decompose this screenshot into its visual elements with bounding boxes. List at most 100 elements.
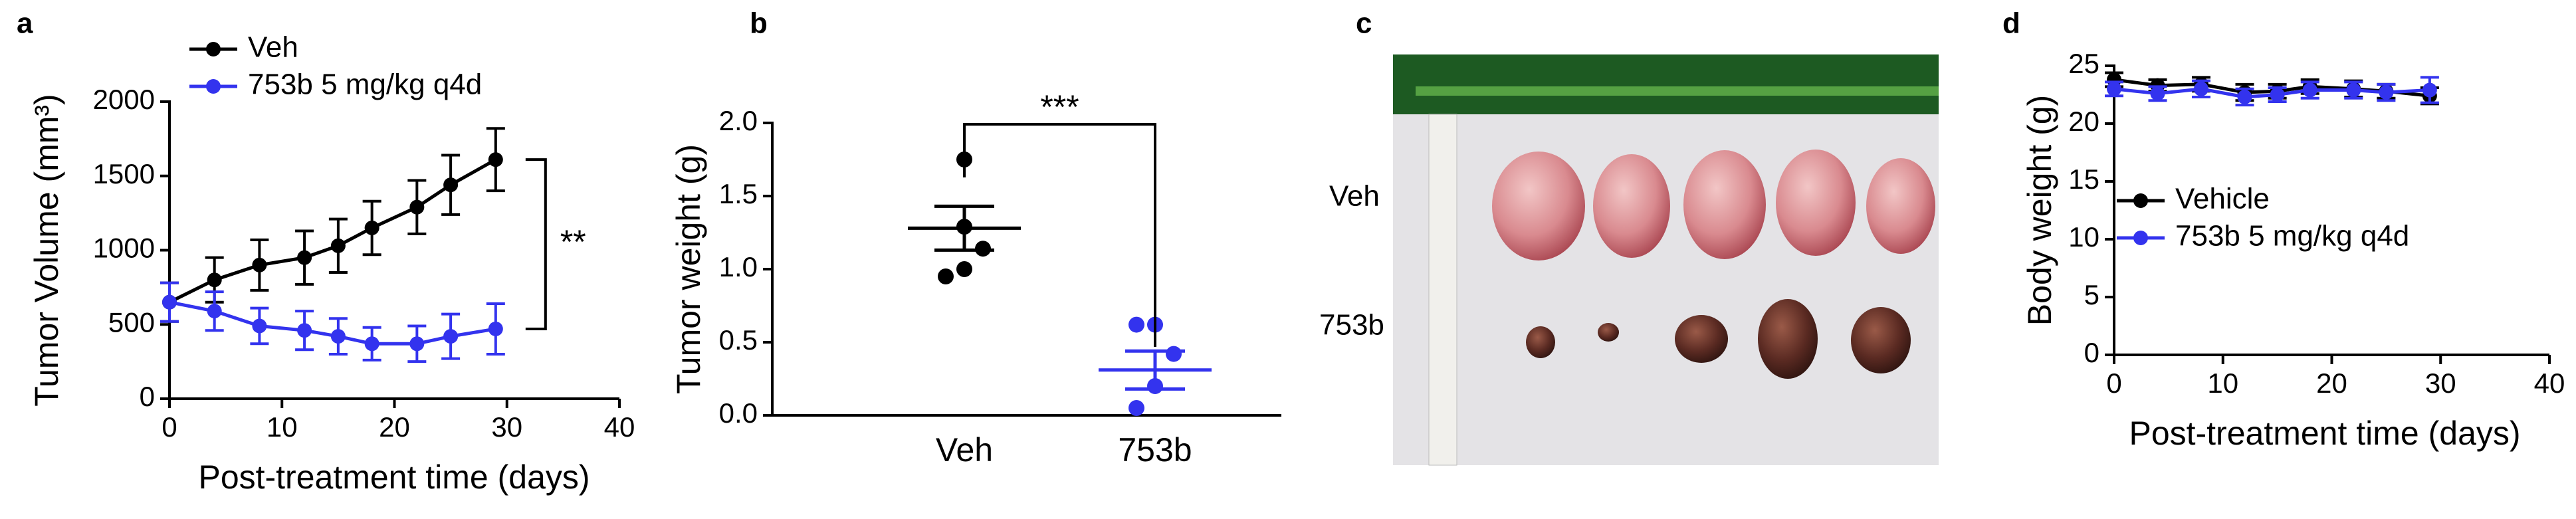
tumor xyxy=(1851,307,1911,373)
data-point xyxy=(1166,346,1182,362)
x-tick-label: 0 xyxy=(161,411,177,443)
data-point xyxy=(488,152,503,167)
photo-panel: c Veh 753b xyxy=(1319,7,1939,466)
data-point xyxy=(252,257,267,272)
data-point xyxy=(938,268,954,284)
data-point xyxy=(2302,82,2317,98)
y-tick-label: 15 xyxy=(2068,163,2099,195)
legend-marker xyxy=(206,79,221,94)
data-point xyxy=(2270,87,2285,102)
y-tick-label: 2.0 xyxy=(719,105,758,136)
legend-label: 753b 5 mg/kg q4d xyxy=(248,68,482,101)
legend-marker xyxy=(2133,193,2148,208)
y-tick-label: 0.0 xyxy=(719,397,758,429)
legend-label: Veh xyxy=(248,31,298,64)
data-point xyxy=(297,323,312,338)
data-point xyxy=(2194,81,2208,96)
tumor xyxy=(1593,154,1670,258)
ruler-left xyxy=(1428,114,1457,466)
data-point xyxy=(975,241,991,257)
tumor xyxy=(1526,326,1555,358)
y-tick-label: 1000 xyxy=(93,233,155,264)
y-axis-title: Body weight (g) xyxy=(2021,95,2058,326)
x-tick-label: Veh xyxy=(936,431,993,468)
significance-bracket xyxy=(963,123,1156,347)
x-tick-label: 40 xyxy=(604,411,635,443)
data-point xyxy=(1128,400,1144,416)
x-tick-label: 10 xyxy=(267,411,298,443)
tumor xyxy=(1758,299,1818,379)
x-tick-label: 30 xyxy=(491,411,522,443)
y-tick-label: 0.5 xyxy=(719,324,758,356)
data-point xyxy=(162,294,177,310)
tumor xyxy=(1776,150,1856,256)
y-tick-label: 0 xyxy=(140,381,155,412)
x-tick-label: 10 xyxy=(2207,367,2238,399)
row-label: Veh xyxy=(1329,180,1380,213)
y-axis-title: Tumor Volume (mm³) xyxy=(28,94,65,406)
data-point xyxy=(1147,378,1163,394)
data-point xyxy=(488,321,503,336)
x-tick-label: 40 xyxy=(2534,367,2565,399)
significance-bracket xyxy=(525,158,547,330)
x-axis-title: Post-treatment time (days) xyxy=(198,459,590,496)
tumor xyxy=(1492,152,1585,260)
data-point xyxy=(409,336,425,352)
y-axis-title: Tumor weight (g) xyxy=(670,144,707,394)
panel-label: d xyxy=(2002,7,2020,40)
ruler-scale xyxy=(1416,86,1939,96)
y-tick-label: 10 xyxy=(2068,221,2099,253)
data-point xyxy=(2379,85,2394,100)
y-tick-label: 5 xyxy=(2084,279,2099,310)
data-point xyxy=(2346,82,2361,98)
data-point xyxy=(2237,89,2252,104)
y-tick-label: 500 xyxy=(108,306,155,338)
data-point xyxy=(956,219,972,235)
y-tick-label: 1.5 xyxy=(719,178,758,209)
data-point xyxy=(330,238,346,253)
legend-marker xyxy=(2133,231,2148,245)
legend-marker xyxy=(206,42,221,56)
x-tick-label: 20 xyxy=(379,411,410,443)
row-label: 753b xyxy=(1319,309,1384,342)
panel-label: c xyxy=(1356,7,1372,40)
y-tick-label: 25 xyxy=(2068,48,2099,79)
x-tick-label: 0 xyxy=(2106,367,2121,399)
y-tick-label: 1500 xyxy=(93,158,155,189)
data-point xyxy=(2107,81,2121,96)
tumor xyxy=(1866,158,1935,254)
y-tick-label: 2000 xyxy=(93,84,155,115)
tumor xyxy=(1598,323,1619,342)
panel-label: a xyxy=(17,7,33,40)
data-point xyxy=(443,329,459,344)
data-point xyxy=(2422,82,2437,98)
panel-label: b xyxy=(750,7,768,40)
data-point xyxy=(364,336,379,352)
x-tick-label: 20 xyxy=(2316,367,2347,399)
y-tick-label: 20 xyxy=(2068,106,2099,137)
data-point xyxy=(409,199,425,215)
data-point xyxy=(2150,86,2165,101)
data-point xyxy=(330,329,346,344)
tumor xyxy=(1675,315,1728,363)
legend-label: Vehicle xyxy=(2175,183,2270,215)
x-axis-title: Post-treatment time (days) xyxy=(2129,415,2520,452)
data-point xyxy=(956,261,972,277)
data-point xyxy=(207,304,222,319)
data-point xyxy=(252,318,267,334)
y-tick-label: 1.0 xyxy=(719,251,758,282)
photo-background xyxy=(1393,54,1939,465)
tumor xyxy=(1683,150,1766,259)
legend-label: 753b 5 mg/kg q4d xyxy=(2175,220,2409,253)
data-point xyxy=(443,177,459,193)
data-point xyxy=(207,272,222,288)
x-tick-label: 753b xyxy=(1118,431,1192,468)
data-point xyxy=(1128,316,1144,333)
y-tick-label: 0 xyxy=(2084,337,2099,368)
significance-label: ** xyxy=(560,223,586,260)
ruler-top xyxy=(1393,54,1939,114)
data-point xyxy=(297,250,312,265)
significance-label: *** xyxy=(1040,88,1079,126)
data-point xyxy=(364,220,379,235)
